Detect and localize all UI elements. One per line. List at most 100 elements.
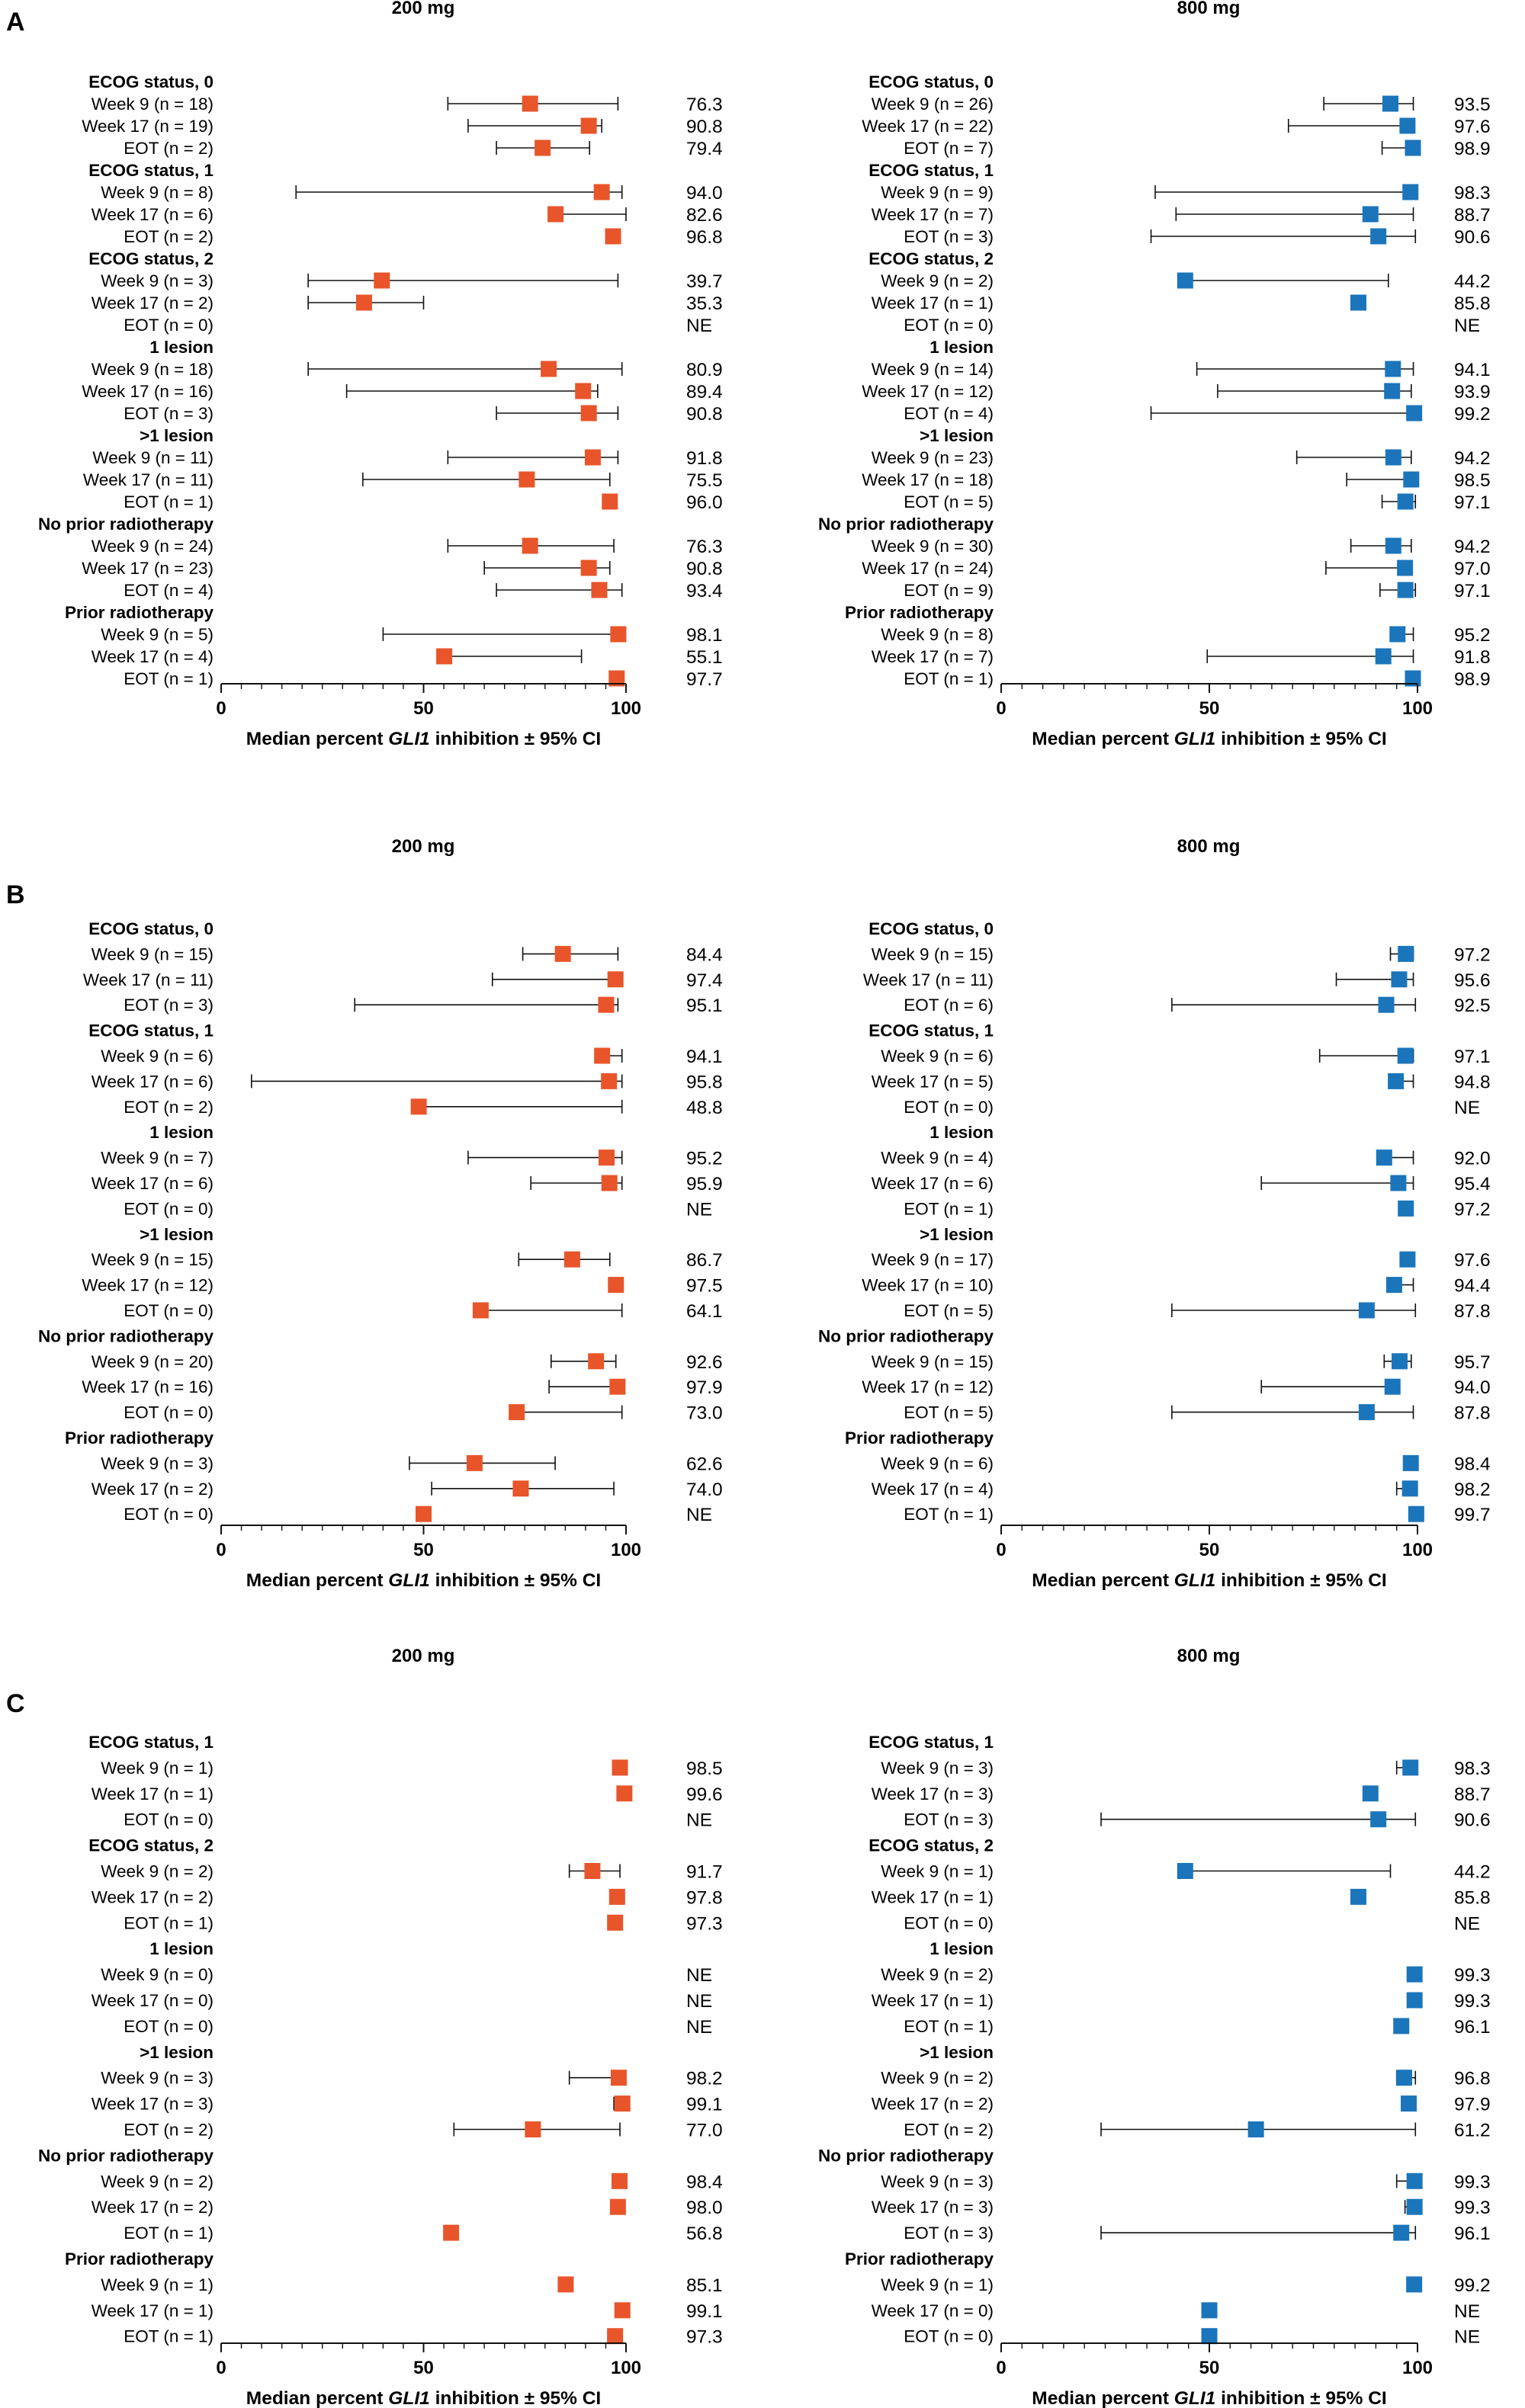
row-label: Week 9 (n = 18)	[92, 360, 214, 379]
row-value: 98.0	[686, 2198, 723, 2218]
row-label: EOT (n = 4)	[904, 404, 994, 423]
row-value: 94.0	[1454, 1377, 1491, 1398]
row-label: Week 9 (n = 2)	[101, 2172, 214, 2191]
row-label: Week 9 (n = 1)	[101, 1759, 214, 1778]
row-label: EOT (n = 5)	[904, 1301, 994, 1320]
data-row: Week 17 (n = 3) 99.3	[872, 2198, 1491, 2218]
data-row: Week 9 (n = 1) 98.5	[101, 1759, 722, 1779]
data-row: Week 9 (n = 1) 44.2	[881, 1862, 1490, 1883]
median-marker	[588, 1353, 605, 1370]
median-marker	[466, 1454, 483, 1471]
panel-letter: B	[6, 880, 25, 909]
median-marker	[509, 1404, 525, 1421]
median-marker	[547, 206, 564, 223]
row-label: Week 9 (n = 7)	[101, 1149, 214, 1168]
row-value: 99.1	[686, 2301, 723, 2322]
x-axis-label: Median percent GLI1 inhibition ± 95% CI	[246, 729, 601, 749]
data-row: Week 17 (n = 1) 99.1	[92, 2301, 723, 2322]
median-marker	[1406, 2276, 1423, 2293]
row-label: Week 9 (n = 0)	[101, 1965, 214, 1984]
x-axis-label: Median percent GLI1 inhibition ± 95% CI	[246, 2388, 601, 2408]
row-label: Week 17 (n = 23)	[82, 559, 214, 578]
row-value: 97.3	[686, 2327, 723, 2348]
x-tick-label: 50	[1199, 1540, 1220, 1560]
row-value: 95.6	[1454, 970, 1491, 991]
data-row: Week 17 (n = 16) 89.4	[82, 382, 723, 402]
median-marker	[1402, 1759, 1419, 1776]
row-label: Week 9 (n = 3)	[881, 2172, 994, 2191]
median-marker	[1405, 139, 1421, 156]
median-marker	[512, 1480, 529, 1497]
row-label: Week 9 (n = 20)	[92, 1352, 214, 1371]
median-marker	[580, 405, 597, 422]
group-label: No prior radiotherapy	[818, 2146, 994, 2165]
median-marker	[609, 2198, 626, 2215]
data-row: Week 9 (n = 26) 93.5	[872, 95, 1491, 115]
data-row: Week 9 (n = 3) 39.7	[101, 271, 722, 292]
row-value: 88.7	[1454, 1784, 1491, 1805]
row-value: 95.8	[686, 1072, 723, 1092]
row-label: EOT (n = 1)	[904, 1199, 994, 1218]
row-label: Week 9 (n = 1)	[881, 1862, 994, 1881]
row-value: 97.2	[1454, 944, 1491, 965]
row-label: Week 9 (n = 6)	[881, 1047, 994, 1066]
median-marker	[598, 996, 615, 1013]
x-tick-label: 50	[413, 1540, 434, 1560]
row-value: 82.6	[686, 205, 723, 226]
median-marker	[1358, 1404, 1375, 1421]
x-axis: 0 50 100 Median percent GLI1 inhibition ± 9…	[216, 2342, 641, 2408]
row-value: 64.1	[686, 1301, 723, 1322]
row-value: 98.3	[1454, 183, 1491, 204]
data-row: Week 17 (n = 10) 94.4	[862, 1276, 1491, 1297]
data-row: Week 9 (n = 3) 98.3	[881, 1759, 1490, 1779]
row-label: EOT (n = 0)	[124, 1403, 214, 1422]
row-value: 88.7	[1454, 205, 1491, 226]
row-label: Week 17 (n = 24)	[862, 559, 994, 578]
data-row: Week 17 (n = 6) 95.8	[92, 1072, 723, 1092]
row-value: 84.4	[686, 944, 723, 965]
data-row: EOT (n = 1) 98.9	[904, 669, 1490, 690]
row-value: 98.9	[1454, 139, 1491, 159]
data-row: EOT (n = 1) 97.3	[124, 1913, 722, 1934]
row-value: 85.8	[1454, 293, 1491, 314]
x-tick-label: 100	[611, 2358, 641, 2378]
data-row: EOT (n = 7) 98.9	[904, 139, 1490, 159]
group-label: 1 lesion	[929, 338, 994, 357]
data-row: Week 9 (n = 17) 97.6	[872, 1250, 1491, 1271]
median-marker	[1396, 2070, 1413, 2086]
group-label: No prior radiotherapy	[38, 515, 214, 534]
data-row: EOT (n = 5) 87.8	[904, 1403, 1490, 1424]
x-tick-label: 100	[1402, 1540, 1433, 1560]
row-value: NE	[686, 1199, 712, 1220]
data-row: EOT (n = 0) NE	[904, 2327, 1480, 2348]
row-value: 80.9	[686, 360, 723, 380]
median-marker	[1362, 206, 1379, 223]
row-value: 98.2	[1454, 1480, 1491, 1500]
row-label: Week 9 (n = 2)	[881, 2069, 994, 2088]
row-value: 44.2	[1454, 271, 1491, 292]
data-row: Week 9 (n = 2) 44.2	[881, 271, 1490, 292]
data-row: Week 9 (n = 6) 94.1	[101, 1047, 722, 1067]
data-row: Week 9 (n = 7) 95.2	[101, 1149, 722, 1169]
chart-title: 200 mg	[392, 0, 455, 18]
row-value: 97.0	[1454, 559, 1491, 579]
row-label: EOT (n = 0)	[124, 1505, 214, 1524]
row-label: EOT (n = 0)	[124, 1199, 214, 1218]
median-marker	[602, 493, 618, 510]
row-label: Week 17 (n = 19)	[82, 117, 214, 136]
data-row: Week 9 (n = 3) 62.6	[101, 1454, 722, 1474]
row-value: 95.9	[686, 1174, 723, 1194]
row-value: 94.0	[686, 183, 723, 204]
median-marker	[608, 670, 625, 687]
group-label: ECOG status, 2	[868, 1836, 994, 1855]
row-label: EOT (n = 7)	[904, 139, 994, 158]
median-marker	[1370, 1811, 1387, 1828]
row-value: 99.6	[686, 1784, 723, 1805]
row-label: EOT (n = 0)	[904, 1913, 994, 1932]
data-row: Week 9 (n = 15) 95.7	[872, 1352, 1491, 1373]
row-label: Week 17 (n = 0)	[92, 1991, 214, 2010]
row-label: Week 9 (n = 2)	[101, 1862, 214, 1881]
row-value: 95.2	[1454, 625, 1491, 646]
row-label: Week 9 (n = 3)	[101, 1454, 214, 1473]
x-tick-label: 0	[996, 2358, 1006, 2378]
